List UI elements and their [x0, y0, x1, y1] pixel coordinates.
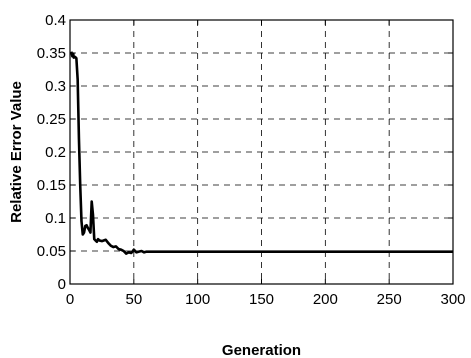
x-tick-label: 50 [125, 291, 142, 308]
x-tick-label: 300 [440, 291, 465, 308]
x-tick-label: 200 [313, 291, 338, 308]
y-axis-label: Relative Error Value [8, 81, 25, 223]
y-tick-label: 0.3 [45, 78, 66, 95]
x-tick-label: 100 [185, 291, 210, 308]
tick-labels: 0 50 100 150 200 250 300 0 0.05 0.1 0.15 0.2 0.25 0.3… [37, 12, 466, 308]
plot-frame [69, 19, 454, 285]
series-line [70, 51, 453, 255]
series-lines [70, 51, 453, 255]
y-tick-label: 0.1 [45, 210, 66, 227]
x-tick-label: 0 [66, 291, 74, 308]
x-tick-label: 150 [249, 291, 274, 308]
y-tick-label: 0 [58, 276, 66, 293]
y-tick-label: 0.15 [37, 177, 66, 194]
y-tick-label: 0.35 [37, 45, 66, 62]
x-tick-label: 250 [377, 291, 402, 308]
y-tick-label: 0.4 [45, 12, 66, 29]
y-tick-label: 0.25 [37, 111, 66, 128]
y-tick-label: 0.2 [45, 144, 66, 161]
y-tick-label: 0.05 [37, 243, 66, 260]
grid-lines [70, 20, 453, 284]
x-axis-label: Generation [222, 342, 301, 358]
